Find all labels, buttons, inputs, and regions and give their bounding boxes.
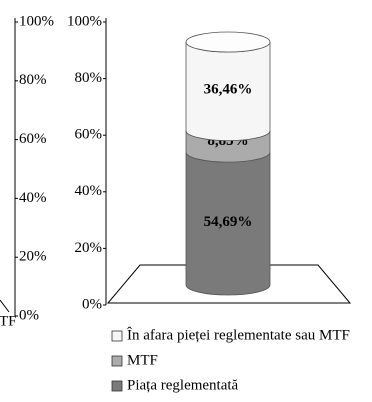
y-tick-label: 80% [75,70,103,86]
y-tick-label: 20% [19,249,47,265]
y-tick-label: 40% [75,183,103,199]
y-tick-label: 0% [82,296,102,312]
legend-swatch [111,330,123,342]
floor [106,264,352,304]
floor-edge [0,299,10,313]
legend-label: Piața reglementată [127,377,239,393]
legend-label: MTF [127,352,158,368]
y-tick-label: 100% [19,13,54,29]
legend-label: În afara pieței reglementate sau MTF [127,326,350,343]
y-tick-label: 100% [67,13,102,29]
y-tick-label: 60% [75,127,103,143]
legend-swatch [111,380,123,392]
x-tick-label: TF [0,313,17,329]
y-tick-label: 20% [75,240,103,256]
y-tick-label: 0% [19,307,39,323]
value-label: 36,46% [204,82,253,98]
y-tick-label: 80% [19,72,47,88]
y-tick-label: 40% [19,190,47,206]
legend-swatch [111,355,123,367]
cylinder-top [185,31,271,53]
y-tick-label: 60% [19,131,47,147]
value-label: 54,69% [204,214,253,230]
